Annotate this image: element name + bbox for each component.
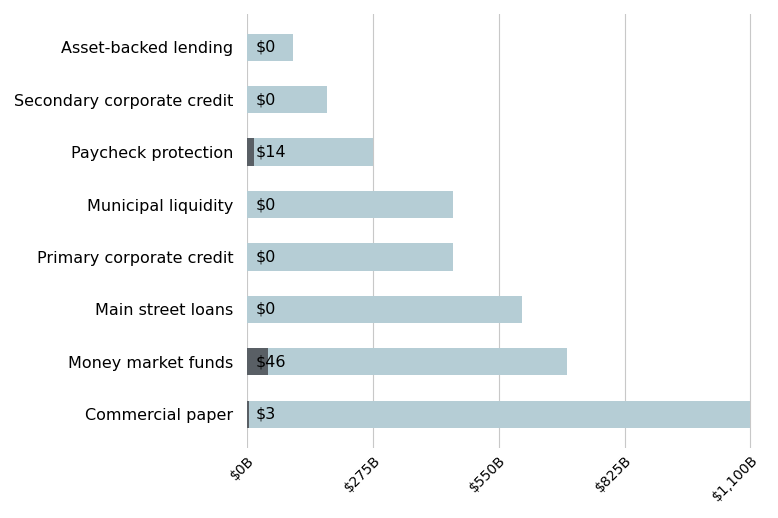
Bar (247, 138, 254, 166)
Text: $0: $0 (255, 92, 275, 107)
Bar (247, 138, 373, 166)
Text: $0: $0 (255, 250, 275, 264)
Bar (247, 86, 328, 113)
Bar (247, 348, 567, 376)
Bar (247, 296, 521, 323)
Text: $14: $14 (255, 145, 286, 160)
Text: $0: $0 (255, 40, 275, 55)
Text: $46: $46 (255, 354, 286, 369)
Bar (247, 243, 453, 270)
Bar (247, 400, 248, 428)
Bar (247, 191, 453, 218)
Text: $0: $0 (255, 197, 275, 212)
Bar (247, 348, 268, 376)
Bar (247, 400, 751, 428)
Bar (247, 34, 293, 61)
Text: $0: $0 (255, 302, 275, 317)
Text: $3: $3 (255, 407, 275, 422)
